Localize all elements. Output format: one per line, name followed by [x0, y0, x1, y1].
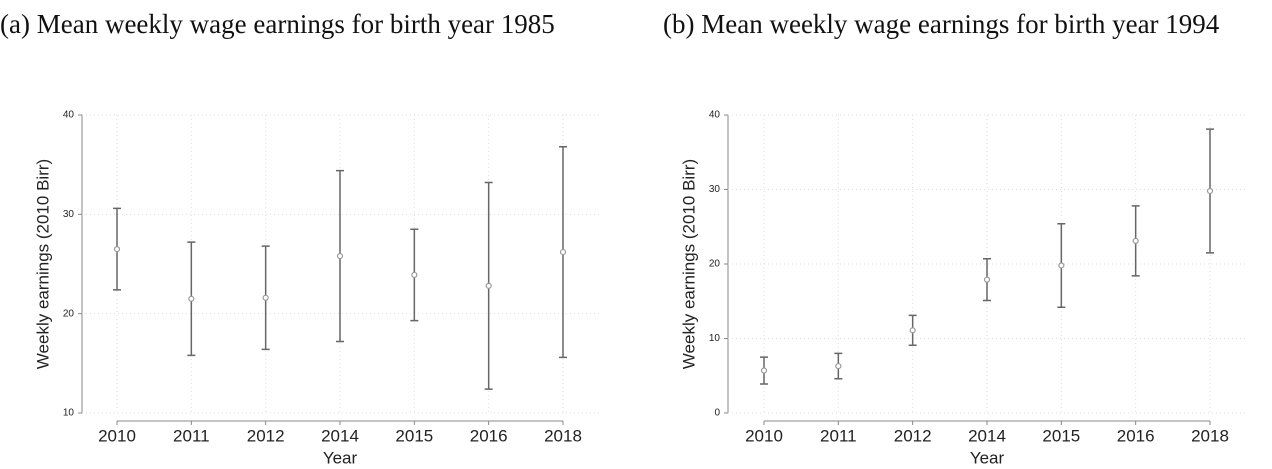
mean-point [113, 246, 121, 253]
y-tick-label: 0 [714, 408, 720, 419]
y-axis-label: Weekly earnings (2010 Birr) [33, 159, 52, 369]
mean-point [835, 362, 842, 370]
panel-title: (a) Mean weekly wage earnings for birth … [0, 9, 555, 39]
mean-point [760, 367, 768, 374]
x-tick-label: 2016 [1117, 426, 1155, 445]
x-tick-label: 2015 [395, 426, 433, 445]
mean-point [336, 252, 344, 260]
y-tick-label: 20 [63, 308, 75, 319]
mean-point [1132, 237, 1139, 245]
x-tick-label: 2010 [745, 426, 783, 445]
y-tick-label: 20 [709, 259, 721, 270]
x-tick-label: 2012 [247, 426, 285, 445]
y-tick-label: 10 [709, 333, 721, 344]
mean-point [983, 276, 991, 283]
y-tick-label: 40 [709, 110, 721, 121]
y-tick-label: 10 [63, 408, 75, 419]
x-tick-label: 2012 [894, 426, 932, 445]
y-tick-label: 30 [709, 184, 721, 195]
x-tick-label: 2018 [1191, 426, 1229, 445]
x-tick-label: 2016 [470, 426, 508, 445]
mean-point [1206, 187, 1214, 195]
x-axis-label: Year [970, 448, 1005, 467]
mean-point [485, 282, 492, 289]
mean-point [1058, 262, 1065, 269]
mean-point [559, 248, 567, 256]
x-tick-label: 2018 [544, 426, 582, 445]
x-tick-label: 2014 [968, 426, 1006, 445]
x-tick-label: 2011 [820, 426, 857, 445]
mean-point [262, 294, 269, 301]
mean-point [909, 327, 916, 334]
x-tick-label: 2015 [1042, 426, 1080, 445]
mean-point [411, 271, 418, 279]
x-axis-label: Year [323, 448, 358, 467]
panel-title: (b) Mean weekly wage earnings for birth … [663, 9, 1220, 39]
y-tick-label: 40 [63, 110, 75, 121]
x-tick-label: 2014 [321, 426, 359, 445]
y-tick-label: 30 [63, 209, 75, 220]
x-tick-label: 2011 [173, 426, 210, 445]
mean-point [188, 295, 195, 302]
y-axis-label: Weekly earnings (2010 Birr) [679, 159, 698, 369]
x-tick-label: 2010 [98, 426, 136, 445]
